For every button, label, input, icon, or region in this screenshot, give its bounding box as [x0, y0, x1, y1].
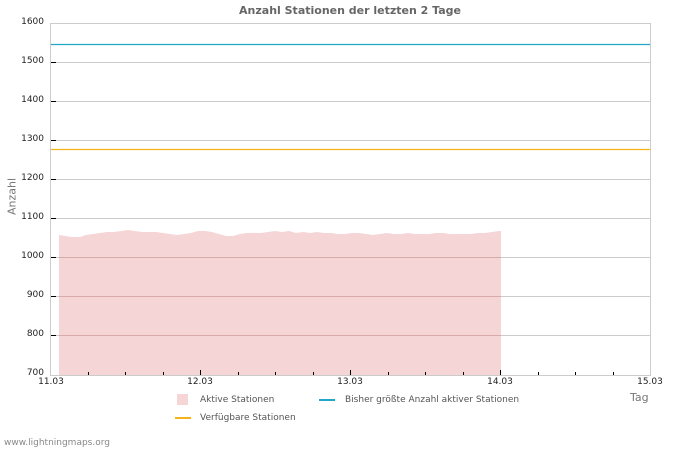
x-tick-label: 15.03 [637, 377, 663, 387]
x-tick-label: 13.03 [337, 377, 363, 387]
footer-url: www.lightningmaps.org [4, 438, 110, 448]
y-tick-label: 800 [26, 329, 44, 339]
legend-label-record: Bisher größte Anzahl aktiver Stationen [345, 395, 520, 405]
y-tick-label: 1500 [21, 56, 44, 66]
y-tick-label: 1100 [21, 212, 44, 222]
legend-label-active: Aktive Stationen [200, 395, 275, 405]
y-tick-label: 1300 [21, 134, 44, 144]
legend-label-available: Verfügbare Stationen [200, 413, 296, 423]
x-axis-label: Tag [630, 391, 649, 404]
x-tick-label: 12.03 [187, 377, 213, 387]
y-tick-label: 1400 [21, 95, 44, 105]
y-tick-label: 1600 [21, 17, 44, 27]
x-tick-label: 11.03 [38, 377, 64, 387]
legend-swatch-available [175, 417, 191, 419]
x-tick-label: 14.03 [487, 377, 513, 387]
y-tick-label: 900 [26, 290, 44, 300]
chart-title: Anzahl Stationen der letzten 2 Tage [239, 4, 461, 17]
active-stations-area [59, 230, 501, 375]
legend-swatch-active [177, 394, 188, 405]
y-tick-label: 1000 [21, 251, 44, 261]
legend-swatch-record [319, 399, 335, 401]
y-tick-label: 700 [26, 368, 44, 378]
y-tick-label: 1200 [21, 173, 44, 183]
